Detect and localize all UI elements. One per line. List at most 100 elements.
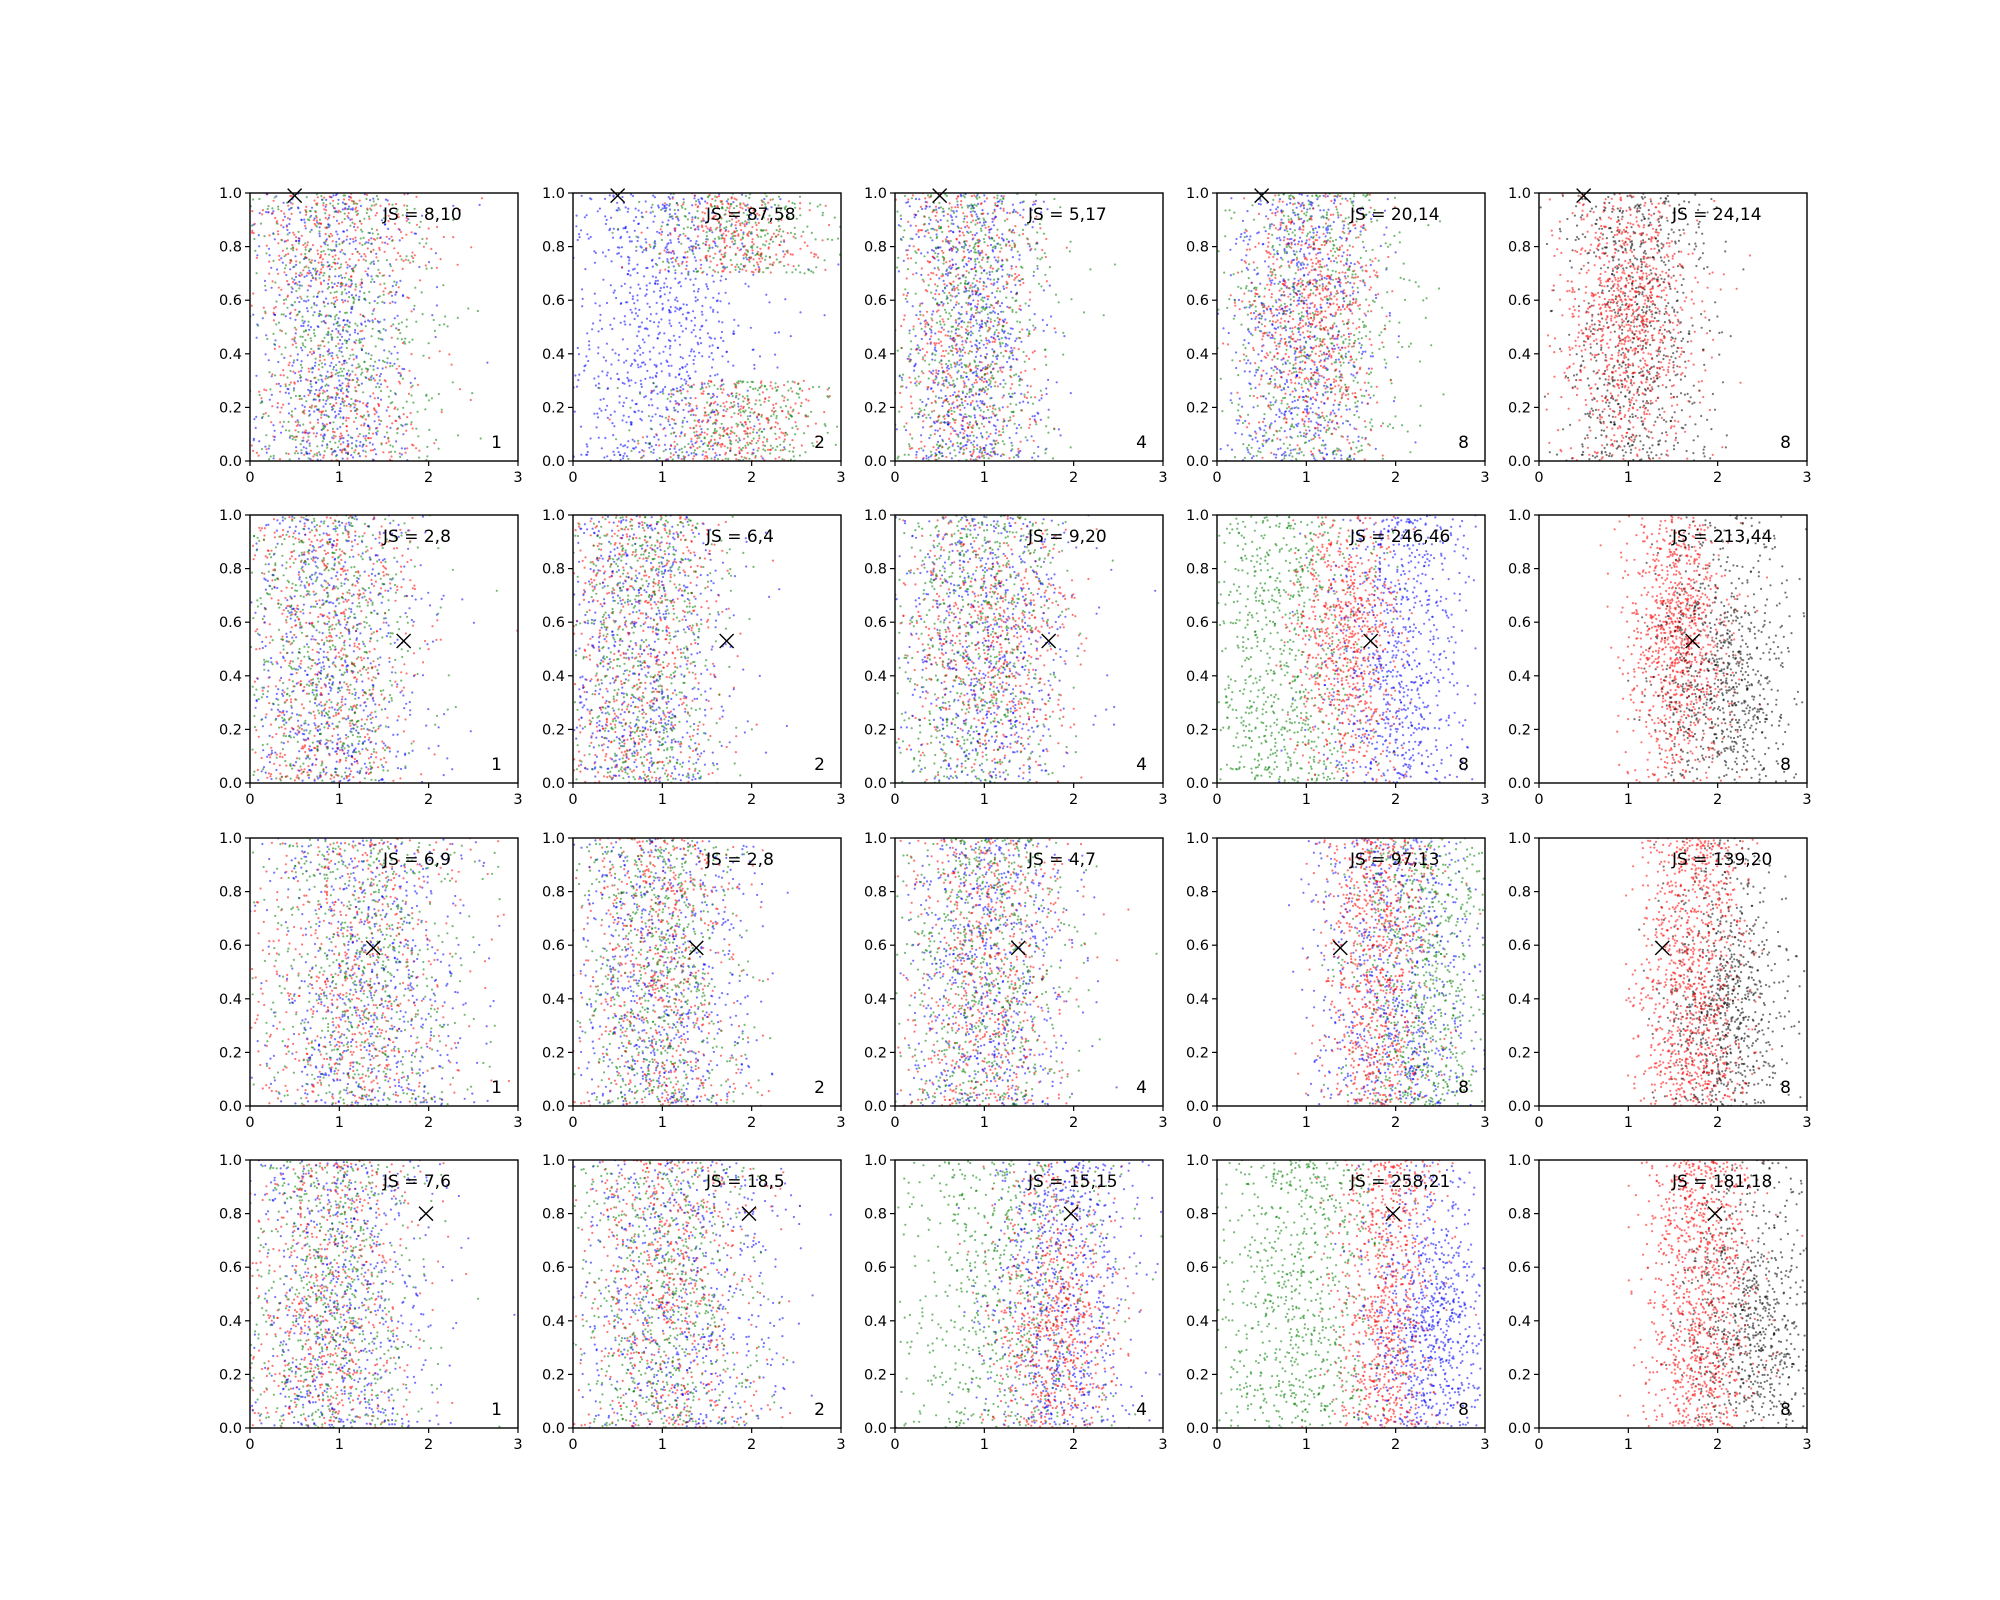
data-point [959,203,963,206]
data-point [270,393,273,396]
data-point [992,325,995,328]
data-point [330,302,333,305]
data-point [324,216,327,219]
data-point [630,423,633,426]
data-point [318,347,321,350]
data-point [689,239,692,242]
data-point [300,297,303,300]
data-point [962,212,965,215]
data-point [598,387,601,390]
data-point [305,196,308,199]
data-point [960,362,963,365]
data-point [331,329,334,333]
data-point [324,205,327,208]
data-point [797,412,800,415]
data-point [1002,425,1005,428]
data-point [717,271,720,274]
data-point [756,263,760,266]
data-point [948,248,951,251]
data-point [337,374,340,377]
data-point [287,283,290,286]
data-point [713,429,716,432]
data-point [329,440,332,443]
data-point [738,450,741,453]
data-point [823,423,826,426]
data-point [734,265,737,268]
data-point [990,335,993,339]
data-point [298,261,301,264]
data-point [768,242,771,245]
data-point [925,205,928,208]
data-point [745,269,748,272]
data-point [738,393,741,396]
data-point [410,353,413,356]
data-point [281,249,284,252]
data-point [335,245,338,248]
panel-r0-c1: 0 1 2 30.00.20.40.60.81.0JS = 87,582 [542,186,846,486]
data-point [1024,223,1027,226]
data-point [662,450,665,453]
data-point [733,404,736,407]
data-point [987,339,990,342]
data-point [312,295,315,298]
data-point [777,204,780,207]
data-point [695,200,698,203]
data-point [729,271,732,274]
data-point [1002,394,1005,397]
data-point [694,300,697,303]
data-point [945,455,948,459]
data-point [966,224,969,227]
data-point [616,446,619,450]
data-point [640,419,643,422]
data-point [774,448,777,451]
data-point [997,256,1000,259]
data-point [1001,268,1004,271]
data-point [351,221,354,224]
data-point [976,221,979,225]
data-point [291,364,294,367]
data-point [270,421,273,424]
data-point [639,365,642,368]
data-point [331,336,334,339]
data-point [926,321,929,324]
data-point [677,282,680,285]
data-point [706,433,709,436]
data-point [738,437,741,440]
data-point [345,272,348,275]
data-point [325,414,328,417]
data-point [661,390,664,393]
data-point [958,277,962,280]
data-point [682,256,685,259]
data-point [345,283,348,286]
data-point [322,249,325,253]
data-point [426,455,429,458]
data-point [712,296,715,299]
panel-r0-c2: 0 1 2 30.00.20.40.60.81.0JS = 5,174 [864,186,1168,486]
data-point [339,437,342,440]
data-point [377,330,380,333]
data-point [356,202,359,205]
data-point [720,228,723,231]
data-point [309,351,312,354]
data-point [757,235,760,238]
data-point [294,429,297,432]
data-point [670,251,673,254]
data-point [314,210,317,213]
data-point [304,339,307,342]
data-point [663,249,666,252]
data-point [953,391,956,394]
data-point [714,451,717,455]
data-point [959,431,962,434]
data-point [369,395,372,398]
data-point [621,419,624,422]
data-point [1013,392,1016,395]
data-point [628,429,631,432]
data-point [364,455,367,458]
data-point [616,372,619,375]
data-point [986,372,989,375]
data-point [978,360,981,363]
data-point [319,353,322,356]
data-point [1036,267,1039,270]
data-point [310,353,314,356]
data-point [946,369,949,372]
